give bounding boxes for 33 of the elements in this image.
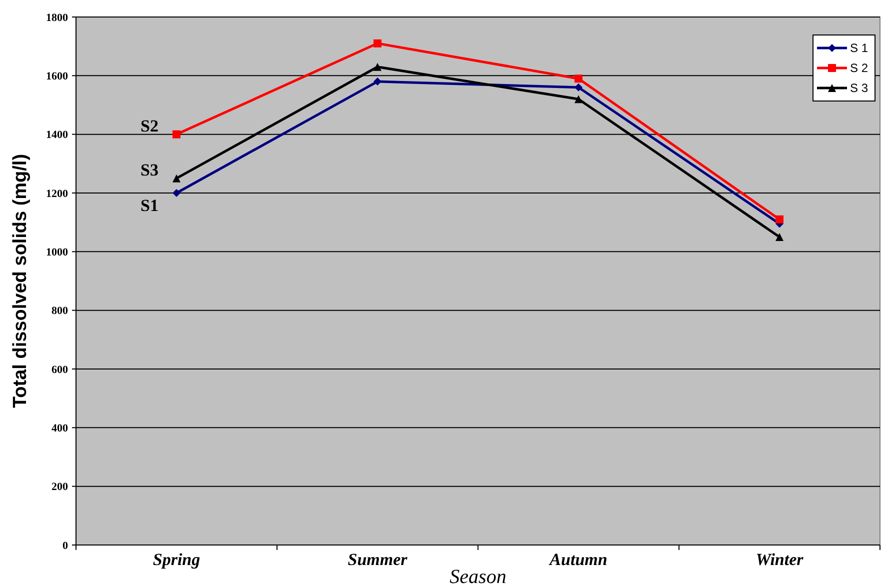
x-tick-label: Autumn <box>548 550 608 569</box>
x-axis-title: Season <box>450 566 506 586</box>
y-tick-label: 600 <box>52 364 68 376</box>
point <box>172 189 180 197</box>
legend-label: S 2 <box>850 61 868 76</box>
y-tick-label: 1800 <box>46 12 68 24</box>
legend-label: S 3 <box>850 81 868 96</box>
annotation: S2 <box>140 116 158 136</box>
annotation: S1 <box>140 196 158 215</box>
y-tick-label: 800 <box>52 305 68 318</box>
point <box>172 174 180 182</box>
y-tick-label: 1000 <box>46 246 68 259</box>
point <box>374 62 382 71</box>
y-tick-label: 1200 <box>46 188 68 200</box>
y-tick-label: 200 <box>52 481 68 494</box>
point <box>574 83 582 92</box>
point <box>776 215 784 224</box>
x-tick-label: Spring <box>152 550 201 569</box>
legend-label: S 1 <box>850 41 868 56</box>
point <box>574 95 582 104</box>
annotation: S3 <box>140 160 158 180</box>
y-tick-label: 1600 <box>46 70 68 83</box>
point <box>374 78 382 86</box>
y-tick-label: 1400 <box>46 129 68 142</box>
x-tick-label: Summer <box>348 550 408 569</box>
y-tick-label: 400 <box>52 422 68 435</box>
point <box>374 39 382 48</box>
point <box>172 130 180 138</box>
point <box>776 233 784 241</box>
y-tick-label: 0 <box>62 540 68 552</box>
point <box>574 74 582 83</box>
y-axis-title: Total dissolved solids (mg/l) <box>10 154 31 408</box>
x-tick-label: Winter <box>756 550 804 569</box>
